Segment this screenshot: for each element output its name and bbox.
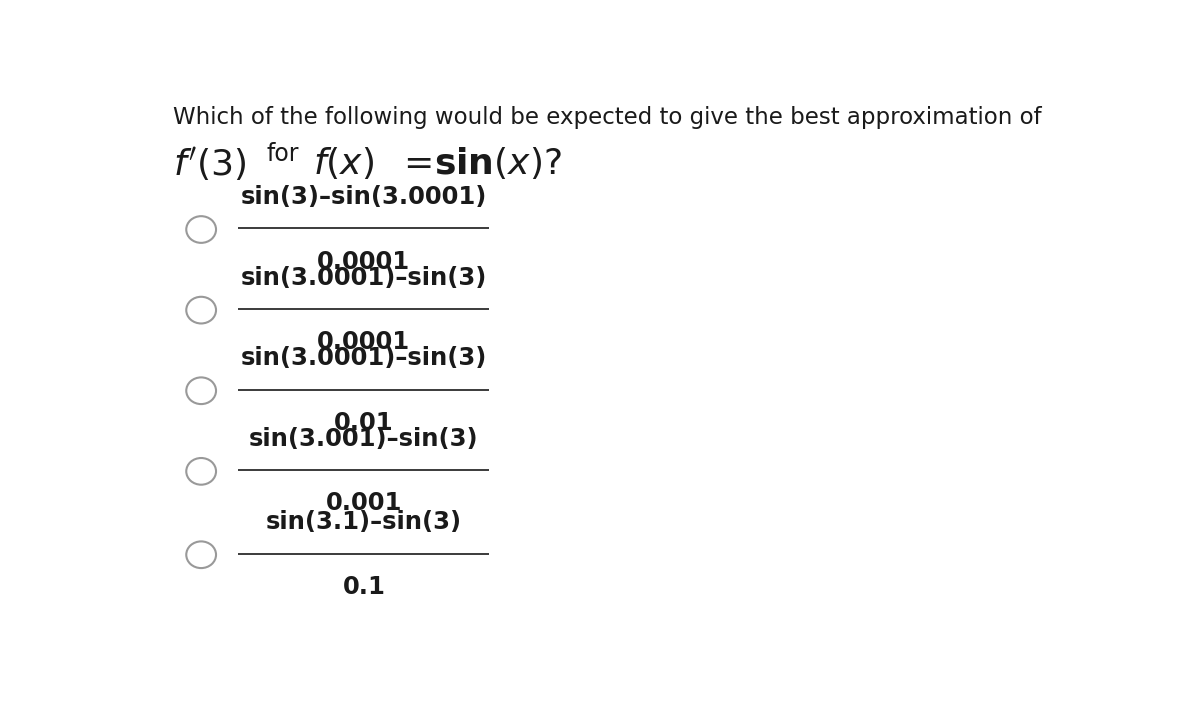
- Text: sin(3.1)–sin(3): sin(3.1)–sin(3): [266, 510, 462, 534]
- Text: sin(3)–sin(3.0001): sin(3)–sin(3.0001): [241, 185, 487, 209]
- Text: $f'(3)$: $f'(3)$: [173, 145, 246, 183]
- Text: $=$: $=$: [396, 145, 432, 179]
- Text: $\mathbf{sin}(x)$?: $\mathbf{sin}(x)$?: [433, 145, 562, 181]
- Text: 0.01: 0.01: [334, 411, 394, 435]
- Text: sin(3.0001)–sin(3): sin(3.0001)–sin(3): [241, 346, 487, 370]
- Text: 0.0001: 0.0001: [317, 330, 410, 355]
- Text: sin(3.001)–sin(3): sin(3.001)–sin(3): [250, 427, 479, 451]
- Text: 0.001: 0.001: [325, 492, 402, 516]
- Text: 0.1: 0.1: [342, 575, 385, 599]
- Text: 0.0001: 0.0001: [317, 250, 410, 274]
- Text: for: for: [266, 142, 299, 166]
- Text: $f(x)$: $f(x)$: [313, 145, 374, 181]
- Text: sin(3.0001)–sin(3): sin(3.0001)–sin(3): [241, 266, 487, 290]
- Text: Which of the following would be expected to give the best approximation of: Which of the following would be expected…: [173, 106, 1042, 129]
